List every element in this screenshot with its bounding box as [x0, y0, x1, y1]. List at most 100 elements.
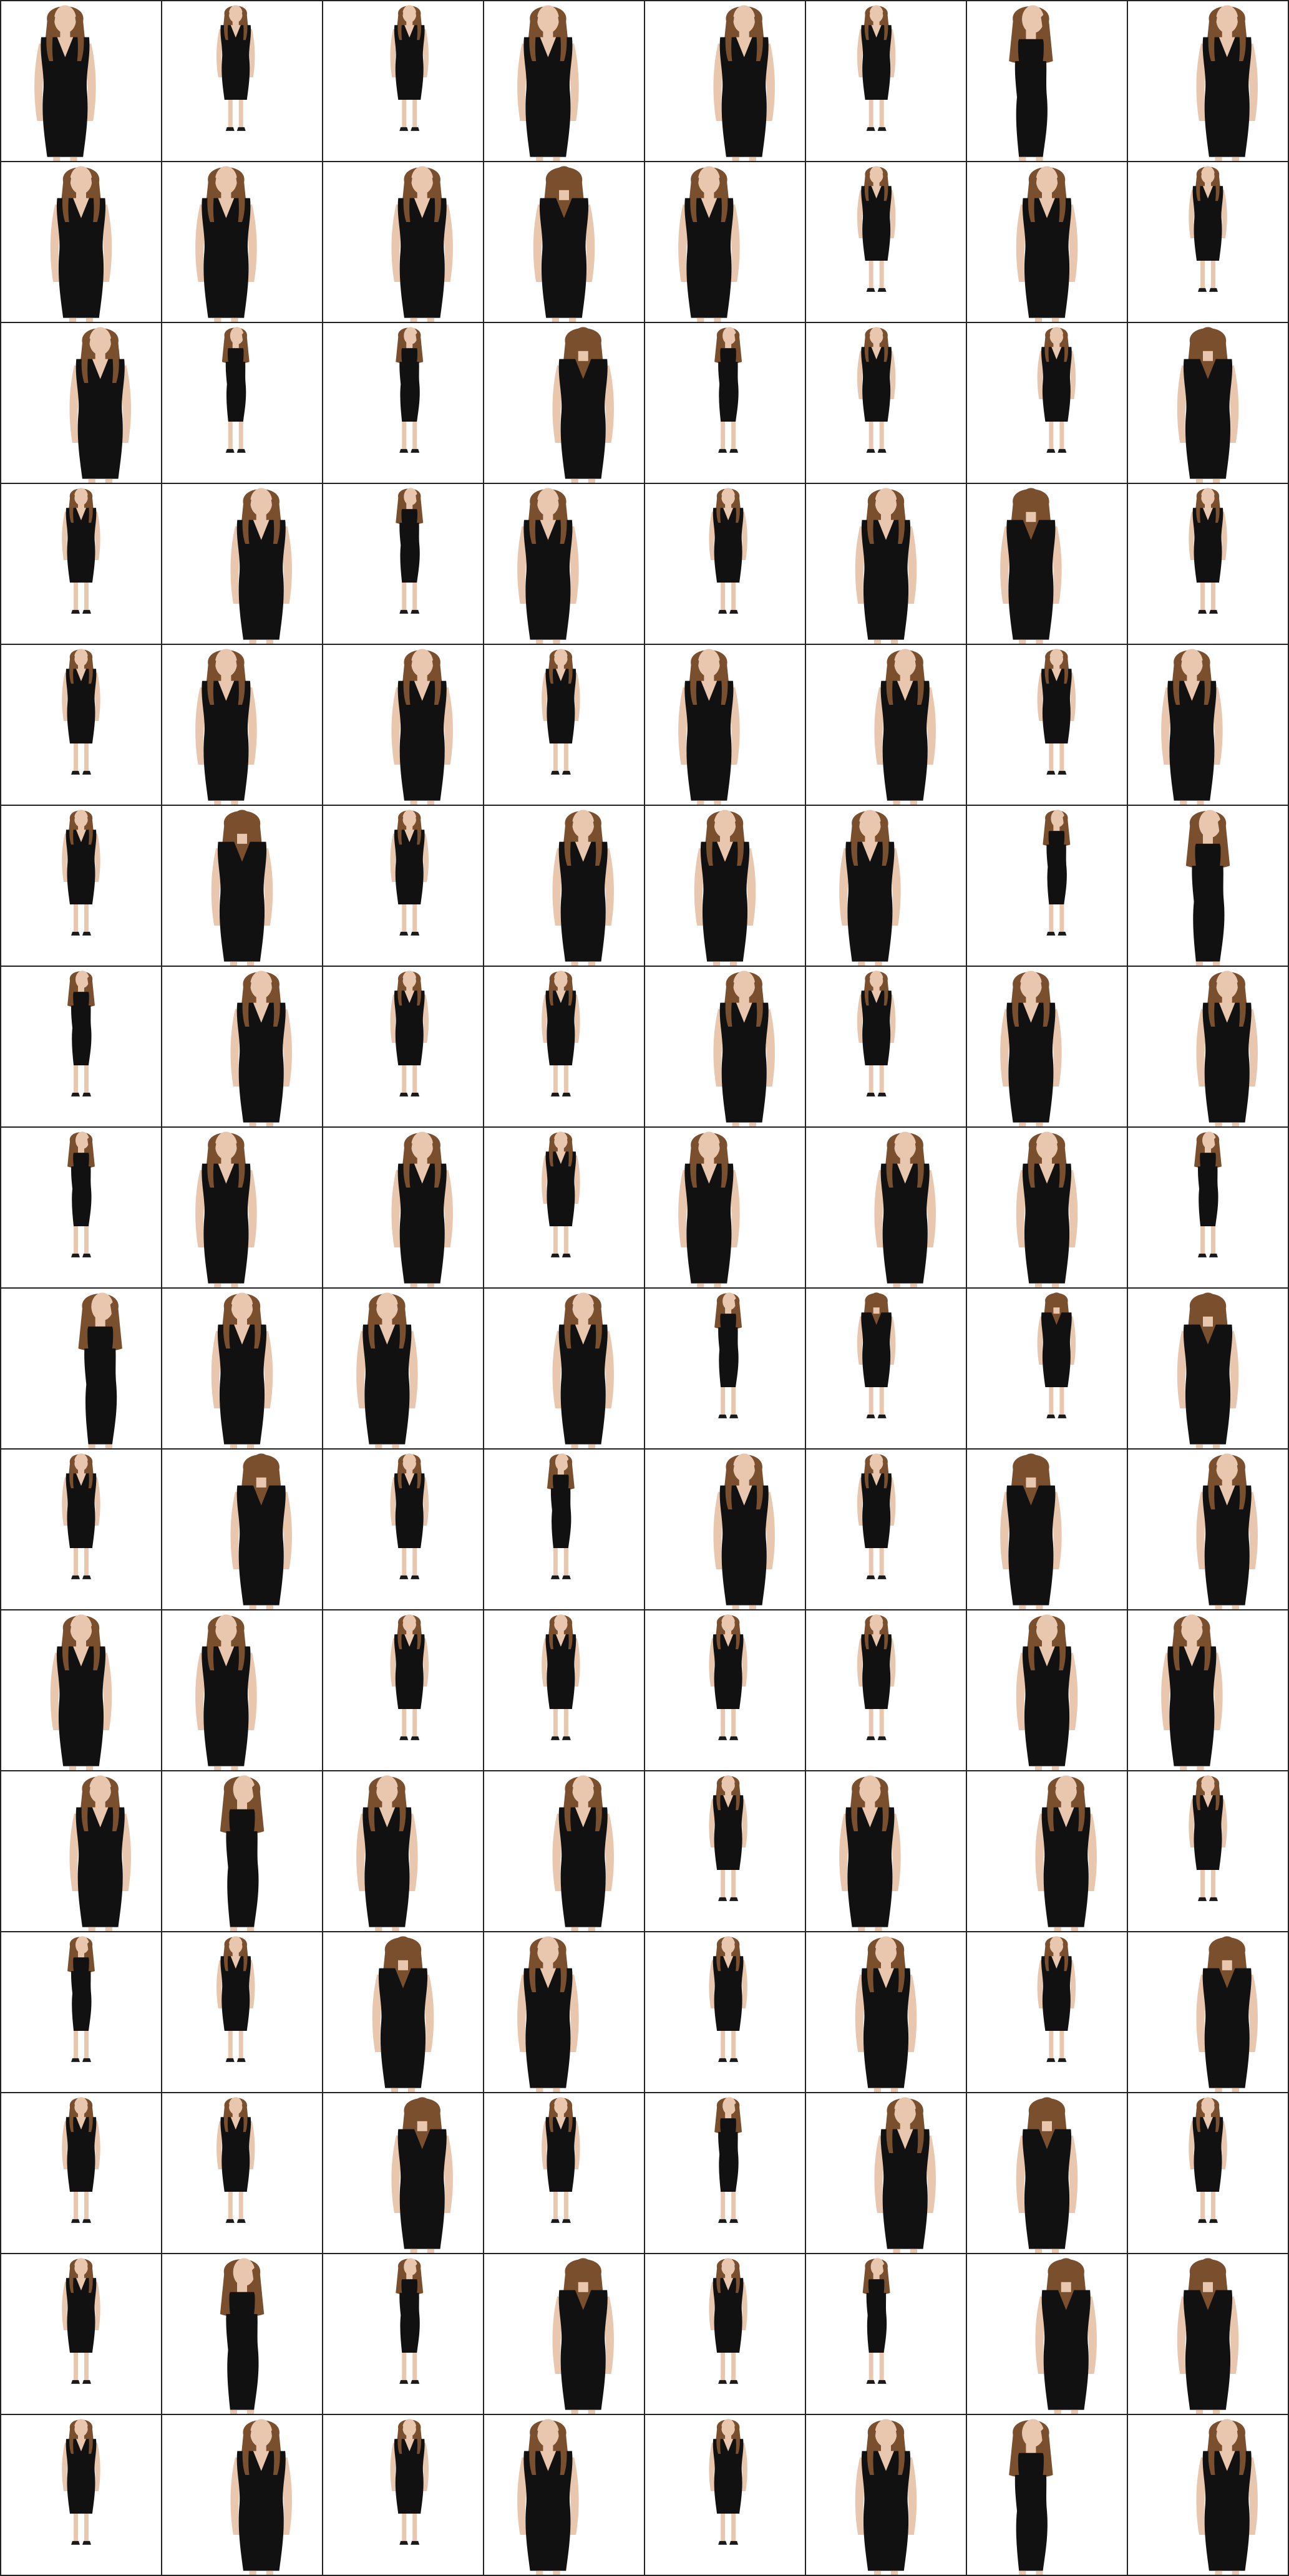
model-in-black-dress-image: [709, 1614, 747, 1740]
model-in-black-dress-image: [552, 327, 614, 483]
dress-photo-thumbnail: [806, 967, 967, 1128]
model-in-black-dress-image: [396, 488, 424, 614]
model-in-black-dress-image: [62, 2258, 100, 2384]
model-in-black-dress-image: [356, 1292, 418, 1448]
model-in-black-dress-image: [230, 488, 292, 644]
model-in-black-dress-image: [390, 810, 429, 936]
model-in-black-dress-image: [714, 2097, 742, 2223]
model-in-black-dress-image: [220, 1775, 265, 1931]
model-in-black-dress-image: [1037, 1936, 1076, 2062]
dress-photo-thumbnail: [1128, 484, 1289, 645]
model-in-black-dress-image: [390, 1614, 429, 1740]
model-in-black-dress-image: [874, 1131, 936, 1287]
model-in-black-dress-image: [678, 649, 740, 805]
model-in-black-dress-image: [1196, 971, 1258, 1126]
dress-photo-thumbnail: [645, 323, 806, 484]
dress-photo-thumbnail: [967, 967, 1128, 1128]
model-in-black-dress-image: [857, 1614, 896, 1740]
dress-photo-thumbnail: [967, 2093, 1128, 2254]
model-in-black-dress-image: [839, 1775, 901, 1931]
model-in-black-dress-image: [517, 2419, 579, 2575]
dress-photo-thumbnail: [967, 1771, 1128, 1932]
model-in-black-dress-image: [195, 1614, 257, 1770]
dress-photo-thumbnail: [967, 484, 1128, 645]
model-in-black-dress-image: [552, 1292, 614, 1448]
dress-photo-thumbnail: [323, 1289, 484, 1450]
model-in-black-dress-image: [1196, 2419, 1258, 2575]
model-in-black-dress-image: [67, 971, 95, 1097]
dress-photo-thumbnail: [806, 2254, 967, 2415]
model-in-black-dress-image: [1016, 2097, 1078, 2253]
dress-photo-thumbnail: [162, 2254, 323, 2415]
dress-photo-thumbnail: [484, 2254, 645, 2415]
model-in-black-dress-image: [678, 1131, 740, 1287]
dress-photo-thumbnail: [967, 323, 1128, 484]
dress-photo-thumbnail: [1128, 1450, 1289, 1610]
model-in-black-dress-image: [1035, 2258, 1097, 2414]
model-in-black-dress-image: [855, 1936, 917, 2092]
model-in-black-dress-image: [390, 971, 429, 1097]
dress-photo-thumbnail: [806, 1771, 967, 1932]
dress-photo-thumbnail: [1, 1128, 162, 1289]
dress-photo-thumbnail: [967, 1932, 1128, 2093]
model-in-black-dress-image: [714, 327, 742, 453]
dress-photo-thumbnail: [806, 484, 967, 645]
dress-photo-thumbnail: [806, 1450, 967, 1610]
model-in-black-dress-image: [62, 810, 100, 936]
dress-photo-thumbnail: [645, 1610, 806, 1771]
model-in-black-dress-image: [862, 2258, 890, 2384]
dress-photo-thumbnail: [484, 967, 645, 1128]
model-in-black-dress-image: [1177, 327, 1239, 483]
model-in-black-dress-image: [713, 1453, 775, 1609]
dress-photo-thumbnail: [1128, 323, 1289, 484]
dress-photo-thumbnail: [967, 2415, 1128, 2576]
model-in-black-dress-image: [69, 1775, 131, 1931]
dress-photo-thumbnail: [323, 645, 484, 806]
dress-photo-thumbnail: [162, 645, 323, 806]
model-in-black-dress-image: [216, 2097, 255, 2223]
dress-photo-thumbnail: [162, 2093, 323, 2254]
dress-photo-thumbnail: [645, 806, 806, 967]
model-in-black-dress-image: [709, 2419, 747, 2545]
dress-photo-thumbnail: [162, 484, 323, 645]
dress-photo-thumbnail: [967, 1289, 1128, 1450]
dress-photo-thumbnail: [323, 1450, 484, 1610]
dress-photo-thumbnail: [1, 484, 162, 645]
model-in-black-dress-image: [50, 1614, 112, 1770]
dress-photo-thumbnail: [484, 1128, 645, 1289]
dress-photo-thumbnail: [484, 1, 645, 162]
dress-photo-thumbnail: [484, 806, 645, 967]
dress-photo-thumbnail: [162, 1, 323, 162]
dress-photo-thumbnail: [967, 1610, 1128, 1771]
dress-photo-thumbnail: [1, 2415, 162, 2576]
dress-photo-thumbnail: [162, 162, 323, 323]
dress-photo-thumbnail: [323, 2254, 484, 2415]
dress-photo-thumbnail: [1128, 1610, 1289, 1771]
dress-photo-thumbnail: [1, 323, 162, 484]
model-in-black-dress-image: [195, 1131, 257, 1287]
dress-photo-thumbnail: [162, 1610, 323, 1771]
model-in-black-dress-image: [1189, 2097, 1227, 2223]
model-in-black-dress-image: [517, 1936, 579, 2092]
dress-photo-thumbnail: [1128, 806, 1289, 967]
model-in-black-dress-image: [857, 327, 896, 453]
model-in-black-dress-image: [542, 1614, 580, 1740]
dress-photo-thumbnail: [484, 323, 645, 484]
model-in-black-dress-image: [1035, 1775, 1097, 1931]
model-in-black-dress-image: [678, 166, 740, 322]
dress-photo-thumbnail: [1128, 1, 1289, 162]
model-in-black-dress-image: [216, 1936, 255, 2062]
model-in-black-dress-image: [857, 5, 896, 131]
model-in-black-dress-image: [1161, 649, 1223, 805]
dress-photo-thumbnail: [967, 1450, 1128, 1610]
model-in-black-dress-image: [857, 166, 896, 292]
model-in-black-dress-image: [1189, 166, 1227, 292]
dress-photo-thumbnail: [1128, 2254, 1289, 2415]
model-in-black-dress-image: [1009, 2419, 1053, 2575]
dress-photo-thumbnail: [806, 2093, 967, 2254]
dress-photo-thumbnail: [967, 1, 1128, 162]
model-in-black-dress-image: [1196, 1453, 1258, 1609]
model-in-black-dress-image: [1196, 5, 1258, 161]
dress-photo-thumbnail: [806, 1128, 967, 1289]
dress-photo-thumbnail: [1128, 2415, 1289, 2576]
